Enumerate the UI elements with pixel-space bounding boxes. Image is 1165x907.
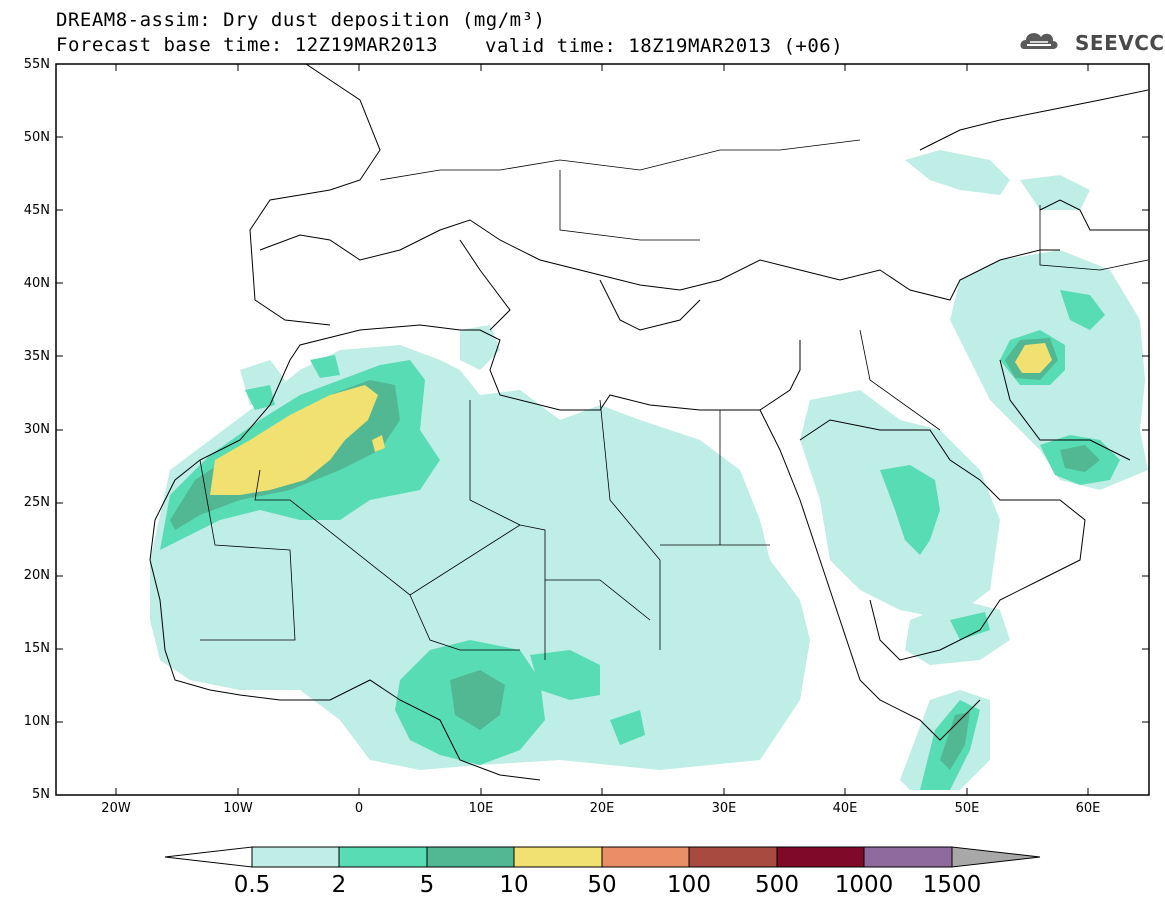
- colorbar-cell-8: [863, 846, 953, 868]
- lon-label: 60E: [1075, 801, 1101, 816]
- lon-label: 40E: [832, 801, 858, 816]
- lat-label: 30N: [23, 422, 50, 437]
- colorbar-label: 500: [755, 872, 799, 898]
- colorbar-label: 50: [587, 872, 617, 898]
- lat-label: 35N: [23, 349, 50, 364]
- lat-label: 20N: [23, 568, 50, 583]
- colorbar-label: 5: [419, 872, 435, 898]
- shade-level-10: [210, 343, 1052, 495]
- colorbar-label: 2: [331, 872, 347, 898]
- colorbar-label: 1500: [922, 872, 982, 898]
- lat-label: 55N: [23, 57, 50, 72]
- border-layer: [199, 139, 1149, 660]
- lon-label: 50E: [954, 801, 980, 816]
- logo-text: SEEVCCC: [1075, 31, 1165, 55]
- colorbar-cell-4: [513, 846, 603, 868]
- lat-label: 45N: [23, 203, 50, 218]
- forecast-base-time: Forecast base time: 12Z19MAR2013: [56, 34, 439, 56]
- lon-label: 20E: [589, 801, 615, 816]
- lon-label: 10E: [468, 801, 494, 816]
- lat-label: 5N: [32, 787, 50, 802]
- lon-label: 20W: [101, 801, 131, 816]
- lon-label: 0: [354, 801, 364, 816]
- colorbar-cell-1: [251, 846, 340, 868]
- colorbar: [164, 846, 1041, 868]
- colorbar-cell-2: [338, 846, 428, 868]
- lat-label: 25N: [23, 495, 50, 510]
- colorbar-cell-7: [776, 846, 865, 868]
- colorbar-cell-3: [426, 846, 515, 868]
- colorbar-label: 0.5: [233, 872, 271, 898]
- colorbar-cell-below: [164, 846, 253, 868]
- lon-label: 10W: [223, 801, 253, 816]
- map-title: DREAM8-assim: Dry dust deposition (mg/m³…: [56, 9, 546, 31]
- dust-shading-layer: [150, 150, 1148, 790]
- colorbar-cell-5: [601, 846, 690, 868]
- coastline-layer: [149, 64, 1149, 781]
- lon-label: 30E: [711, 801, 737, 816]
- lat-label: 40N: [23, 276, 50, 291]
- axis-ticks: [56, 63, 1149, 795]
- colorbar-label: 1000: [834, 872, 894, 898]
- colorbar-label: 100: [667, 872, 711, 898]
- valid-time: valid time: 18Z19MAR2013 (+06): [485, 35, 844, 57]
- cloud-logo-icon: [1020, 33, 1058, 49]
- colorbar-label: 10: [499, 872, 529, 898]
- colorbar-cell-above: [951, 846, 1041, 868]
- colorbar-cell-6: [688, 846, 778, 868]
- lat-label: 15N: [23, 641, 50, 656]
- lat-label: 10N: [23, 714, 50, 729]
- lat-label: 50N: [23, 130, 50, 145]
